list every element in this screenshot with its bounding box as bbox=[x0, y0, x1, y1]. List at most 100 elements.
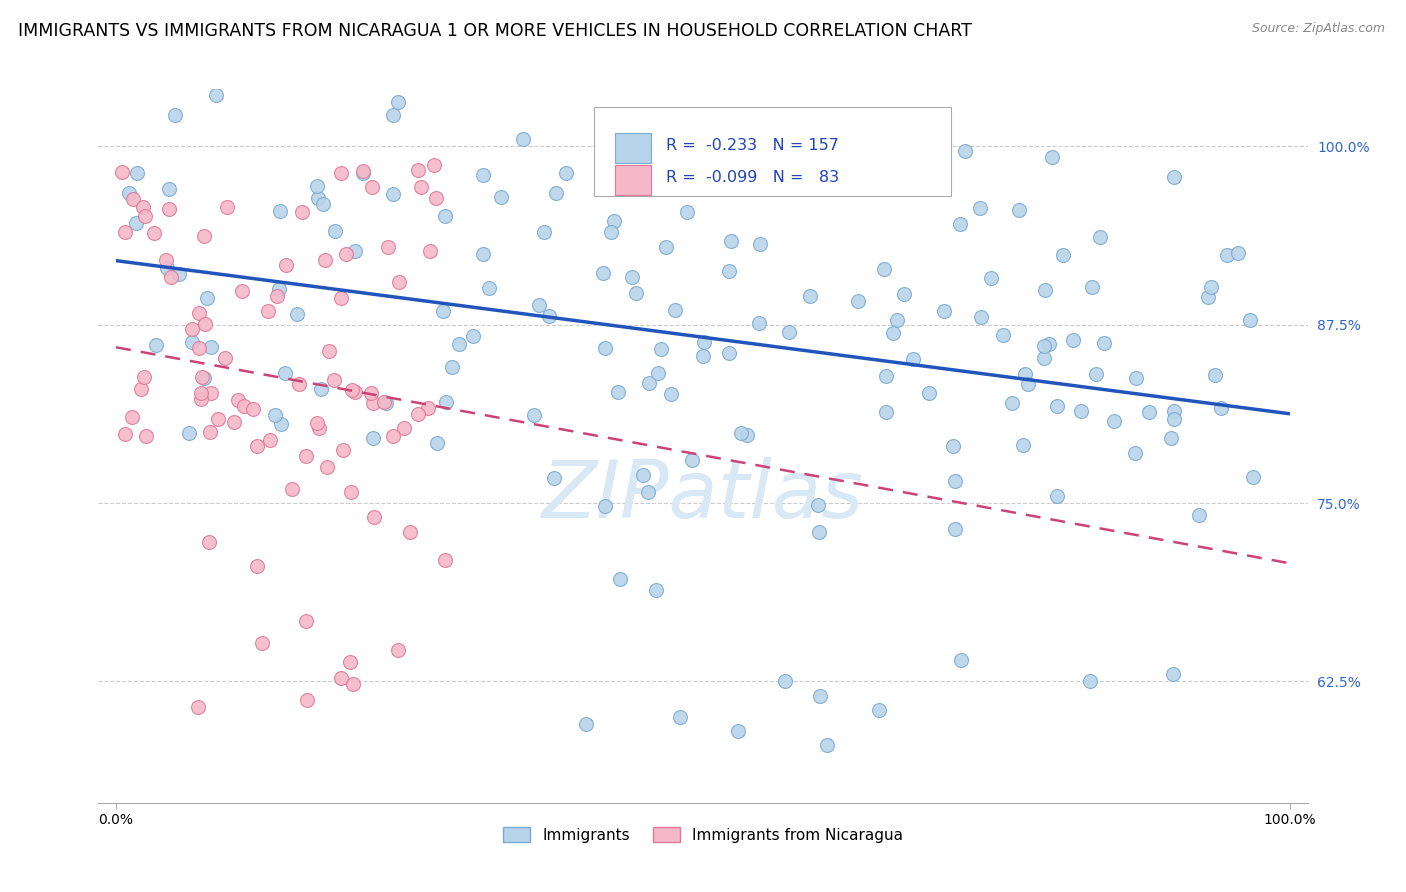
Point bbox=[1163, 411, 1185, 425]
Point bbox=[114, 426, 136, 441]
Point bbox=[773, 674, 796, 689]
Point bbox=[121, 410, 143, 425]
Legend: Immigrants, Immigrants from Nicaragua: Immigrants, Immigrants from Nicaragua bbox=[496, 821, 910, 848]
Point bbox=[422, 158, 444, 172]
Point bbox=[408, 407, 430, 421]
Point bbox=[718, 140, 741, 154]
Point bbox=[233, 399, 256, 413]
Point bbox=[425, 191, 447, 205]
Point bbox=[471, 247, 494, 261]
Point bbox=[1012, 437, 1035, 451]
Point bbox=[873, 261, 896, 276]
Point bbox=[163, 108, 186, 122]
Point bbox=[489, 189, 512, 203]
Point bbox=[1197, 290, 1219, 304]
Point bbox=[288, 377, 311, 392]
Point bbox=[295, 614, 318, 628]
Point bbox=[335, 247, 357, 261]
Point bbox=[361, 431, 384, 445]
Point bbox=[322, 372, 344, 386]
Point bbox=[1017, 377, 1039, 392]
Point bbox=[342, 677, 364, 691]
Point bbox=[114, 225, 136, 239]
Text: R =  -0.099   N =   83: R = -0.099 N = 83 bbox=[665, 170, 838, 186]
Point bbox=[533, 225, 555, 239]
Point bbox=[274, 366, 297, 380]
Point bbox=[918, 386, 941, 401]
Point bbox=[132, 200, 155, 214]
Point bbox=[142, 226, 165, 240]
Point bbox=[267, 282, 290, 296]
Point bbox=[1038, 337, 1060, 351]
Point bbox=[1084, 367, 1107, 381]
Text: ZIPatlas: ZIPatlas bbox=[541, 457, 865, 535]
Point bbox=[409, 179, 432, 194]
Point bbox=[264, 409, 287, 423]
Point bbox=[276, 259, 298, 273]
Point bbox=[269, 203, 291, 218]
Point bbox=[1070, 404, 1092, 418]
Point bbox=[955, 144, 977, 158]
Point bbox=[633, 467, 655, 482]
Point bbox=[645, 583, 668, 598]
Point bbox=[1092, 336, 1115, 351]
FancyBboxPatch shape bbox=[595, 107, 950, 196]
Point bbox=[215, 200, 238, 214]
Point bbox=[637, 484, 659, 499]
Point bbox=[387, 95, 409, 109]
Point bbox=[129, 383, 152, 397]
Point bbox=[311, 26, 333, 40]
Point bbox=[592, 266, 614, 280]
Point bbox=[382, 429, 405, 443]
Point bbox=[332, 443, 354, 458]
Point bbox=[624, 286, 647, 301]
Point bbox=[419, 244, 441, 259]
Point bbox=[1090, 230, 1112, 244]
Text: IMMIGRANTS VS IMMIGRANTS FROM NICARAGUA 1 OR MORE VEHICLES IN HOUSEHOLD CORRELAT: IMMIGRANTS VS IMMIGRANTS FROM NICARAGUA … bbox=[18, 22, 972, 40]
Point bbox=[318, 343, 340, 358]
Point bbox=[392, 420, 415, 434]
Point bbox=[970, 310, 993, 324]
Point bbox=[190, 370, 212, 384]
Point bbox=[340, 484, 363, 499]
Point bbox=[214, 351, 236, 366]
Point bbox=[681, 452, 703, 467]
Point bbox=[155, 260, 177, 275]
Point bbox=[246, 439, 269, 453]
Point bbox=[118, 186, 141, 200]
Point bbox=[1163, 404, 1185, 418]
Point bbox=[330, 166, 353, 180]
Point bbox=[980, 270, 1002, 285]
Point bbox=[177, 426, 200, 441]
Point bbox=[575, 717, 598, 731]
Point bbox=[668, 710, 690, 724]
Point bbox=[197, 291, 219, 305]
Point bbox=[222, 0, 245, 12]
Point bbox=[449, 336, 471, 351]
Point bbox=[1046, 399, 1069, 413]
Point bbox=[145, 338, 167, 352]
Point bbox=[607, 384, 630, 399]
Point bbox=[257, 303, 280, 318]
Point bbox=[207, 412, 229, 426]
Point bbox=[198, 425, 221, 439]
Point bbox=[943, 475, 966, 489]
Point bbox=[377, 240, 399, 254]
Point bbox=[903, 351, 925, 366]
Point bbox=[1209, 401, 1232, 416]
Point bbox=[730, 425, 752, 440]
Point bbox=[718, 346, 741, 360]
Point bbox=[1046, 489, 1069, 503]
Point bbox=[799, 289, 821, 303]
Point bbox=[748, 316, 770, 330]
Point bbox=[169, 267, 191, 281]
Point bbox=[1125, 371, 1147, 385]
Point bbox=[523, 409, 546, 423]
Point bbox=[325, 224, 347, 238]
Point bbox=[637, 376, 659, 390]
Point bbox=[609, 572, 631, 586]
Point bbox=[602, 214, 624, 228]
Point bbox=[1014, 367, 1036, 381]
Point bbox=[340, 384, 363, 398]
Point bbox=[898, 9, 921, 23]
